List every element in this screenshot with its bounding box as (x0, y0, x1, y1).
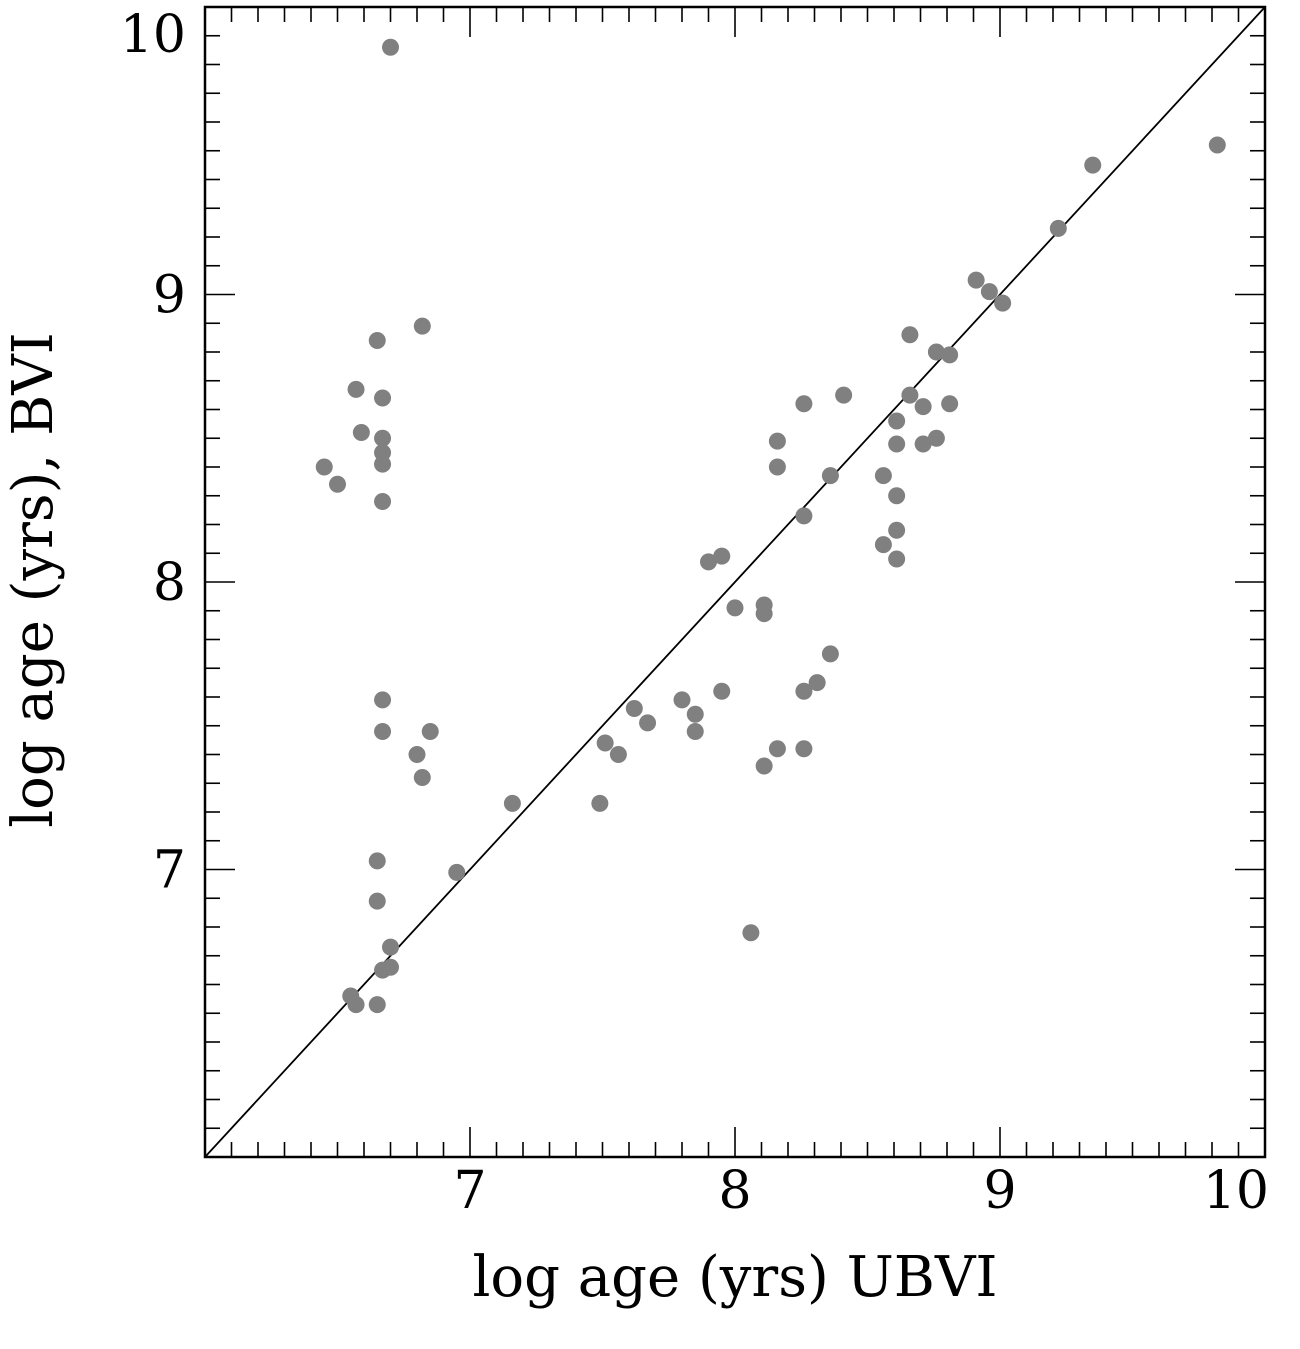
data-point (413, 317, 431, 335)
data-point (795, 507, 813, 525)
data-point (795, 682, 813, 700)
data-point (315, 458, 333, 476)
data-point (347, 996, 365, 1014)
data-point (967, 271, 985, 289)
y-tick-label: 9 (153, 266, 186, 326)
data-point (639, 714, 657, 732)
data-point (1084, 156, 1102, 174)
data-point (874, 536, 892, 554)
data-point (1208, 136, 1226, 154)
y-tick-label: 10 (120, 5, 186, 65)
data-point (901, 386, 919, 404)
data-point (368, 892, 386, 910)
data-point (980, 283, 998, 301)
data-point (927, 343, 945, 361)
data-point (596, 734, 614, 752)
data-point (1049, 219, 1067, 237)
data-point (382, 938, 399, 956)
data-point (413, 769, 431, 786)
data-point (888, 435, 906, 453)
data-point (821, 467, 839, 485)
data-points (315, 38, 1226, 1014)
data-point (888, 550, 906, 568)
y-tick-label: 8 (153, 553, 186, 613)
data-point (768, 432, 786, 450)
data-point (374, 455, 392, 473)
data-point (686, 723, 704, 740)
x-tick-label: 8 (718, 1161, 751, 1221)
data-point (726, 599, 744, 617)
plot-frame (203, 5, 1267, 1159)
data-point (329, 475, 346, 493)
y-tick-label: 7 (153, 841, 186, 901)
axis-ticks (205, 7, 1265, 1157)
data-point (713, 682, 731, 700)
data-point (927, 429, 945, 447)
data-point (888, 521, 906, 539)
identity-line (204, 6, 1266, 1158)
data-point (835, 386, 853, 404)
data-point (374, 429, 392, 447)
data-point (368, 332, 386, 349)
x-tick-label: 10 (1203, 1161, 1269, 1221)
x-axis-label: log age (yrs) UBVI (473, 1245, 998, 1310)
data-point (421, 723, 439, 740)
data-point (408, 746, 426, 763)
data-point (914, 435, 932, 453)
data-point (382, 38, 399, 56)
data-point (768, 740, 786, 758)
data-point (673, 691, 691, 709)
data-point (374, 691, 392, 709)
data-point (591, 794, 609, 812)
data-point (374, 389, 392, 407)
data-point (941, 395, 959, 413)
data-point (347, 380, 365, 398)
data-point (368, 996, 386, 1014)
x-tick-label: 9 (983, 1161, 1016, 1221)
data-point (888, 487, 906, 505)
data-point (700, 553, 717, 571)
data-point (374, 961, 392, 979)
data-point (821, 645, 839, 663)
data-point (768, 458, 786, 476)
data-point (901, 326, 919, 344)
data-point (795, 740, 813, 758)
data-point (941, 346, 959, 364)
data-point (352, 424, 370, 441)
x-tick-label: 7 (453, 1161, 486, 1221)
data-point (808, 674, 826, 692)
data-point (914, 398, 932, 416)
data-point (888, 412, 906, 430)
data-point (874, 467, 892, 485)
data-point (609, 746, 627, 763)
data-point (368, 852, 386, 870)
data-point (448, 863, 466, 881)
y-axis-label: log age (yrs), BVI (1, 332, 66, 828)
data-point (374, 493, 392, 510)
data-point (686, 705, 704, 723)
data-point (503, 794, 521, 812)
data-point (713, 547, 731, 565)
data-point (795, 395, 813, 413)
data-point (755, 757, 773, 775)
data-point (742, 924, 760, 942)
tick-labels: 7 8 9 10 7 8 9 10 (120, 5, 1269, 1221)
data-point (755, 605, 773, 623)
data-point (374, 723, 392, 740)
data-point (625, 700, 643, 717)
data-point (994, 294, 1012, 312)
